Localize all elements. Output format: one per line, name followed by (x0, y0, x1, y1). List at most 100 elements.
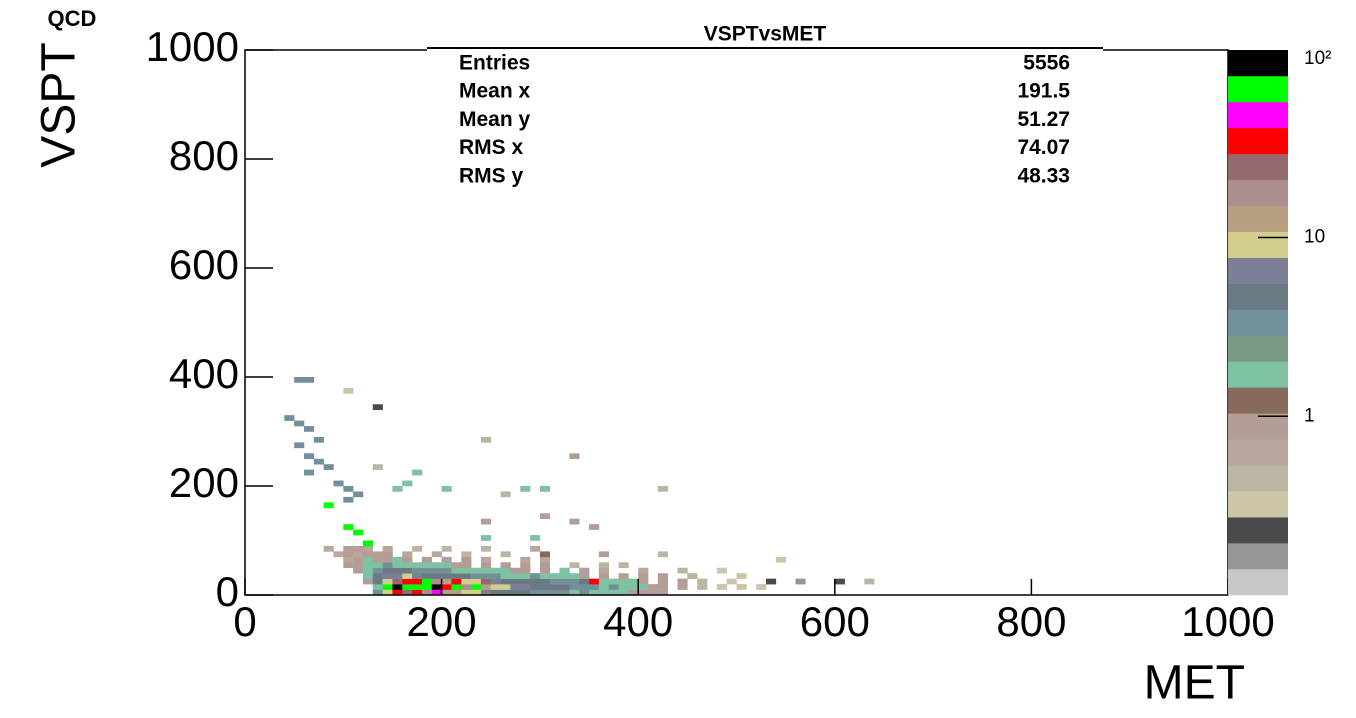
cell (795, 578, 806, 585)
cell (638, 573, 649, 579)
y-tick-label: 800 (169, 132, 239, 179)
cell (480, 535, 492, 541)
cell (864, 578, 875, 585)
stat-name: Mean y (459, 108, 531, 131)
x-tick-label: 0 (233, 598, 256, 645)
cell (431, 589, 442, 596)
cell (480, 518, 492, 525)
cell (392, 567, 403, 574)
cell (353, 551, 364, 558)
cell (343, 387, 354, 394)
cell (431, 584, 442, 590)
cell (421, 562, 433, 569)
cell (589, 589, 600, 596)
cell (539, 562, 551, 569)
cell (657, 589, 668, 596)
cell (461, 589, 472, 596)
cell (343, 545, 354, 552)
palette-band (1228, 50, 1288, 77)
cell (412, 589, 423, 596)
cell (618, 562, 629, 569)
cell (392, 486, 403, 492)
cell (372, 573, 383, 579)
cell (372, 584, 383, 590)
cell (579, 573, 590, 579)
cell (480, 584, 492, 590)
cell (421, 578, 433, 585)
cell (382, 573, 393, 579)
cell (480, 436, 492, 443)
z-tick-label: 1 (1304, 405, 1315, 426)
cell (382, 556, 393, 563)
cell (441, 545, 452, 552)
stat-name: RMS y (459, 164, 524, 187)
palette-band (1228, 517, 1288, 544)
cell (618, 573, 629, 579)
cell (402, 589, 413, 596)
cell (500, 589, 511, 596)
cell (598, 578, 610, 585)
cell (480, 567, 492, 574)
cell (451, 562, 462, 569)
palette-band (1228, 101, 1288, 129)
cell (736, 584, 747, 590)
cell (539, 573, 551, 579)
y-tick-label: 400 (169, 350, 239, 397)
cell (461, 556, 472, 563)
cell (461, 567, 472, 574)
cell (510, 578, 521, 585)
x-tick-label: 1000 (1181, 598, 1274, 645)
palette-band (1228, 335, 1288, 362)
palette-band (1228, 179, 1288, 207)
cell (579, 578, 590, 585)
cell (431, 562, 442, 569)
cell (687, 573, 698, 579)
cell (353, 491, 364, 498)
cell (421, 556, 433, 563)
cell (608, 584, 619, 590)
y-tick-label: 600 (169, 241, 239, 288)
palette-band (1228, 75, 1288, 103)
cell (697, 584, 708, 590)
cell (598, 584, 610, 590)
cell (284, 415, 295, 421)
cell (569, 573, 580, 579)
cell (598, 551, 610, 558)
cell (402, 567, 413, 574)
cell (333, 480, 344, 487)
cell (756, 584, 767, 590)
cell (421, 589, 433, 596)
cell (303, 377, 315, 383)
cell (618, 578, 629, 585)
palette-band (1228, 543, 1288, 570)
cell (343, 486, 354, 492)
cell (451, 573, 462, 579)
cell (421, 573, 433, 579)
cell (343, 524, 354, 530)
palette-band (1228, 569, 1288, 596)
cell (520, 589, 531, 596)
cell (618, 584, 629, 590)
axes: 0 200 400 600 800 1000 0 200 400 600 800 1000 1 10 10² (146, 23, 1332, 645)
cell (638, 578, 649, 585)
cell (598, 567, 610, 574)
cell (392, 589, 403, 596)
cell (490, 578, 501, 585)
cell (539, 567, 551, 574)
stat-value: 191.5 (1017, 80, 1070, 103)
y-axis-title: VSPT (33, 42, 86, 167)
cell (569, 518, 580, 525)
cell (520, 567, 531, 574)
stats-box (427, 22, 1103, 194)
cell (539, 551, 551, 558)
cell (323, 545, 334, 552)
cell (520, 584, 531, 590)
cell (520, 556, 531, 563)
cell (539, 486, 551, 492)
cell (471, 567, 482, 574)
cell (294, 420, 305, 427)
cell (775, 556, 786, 563)
cell (362, 556, 374, 563)
cell (382, 551, 393, 558)
